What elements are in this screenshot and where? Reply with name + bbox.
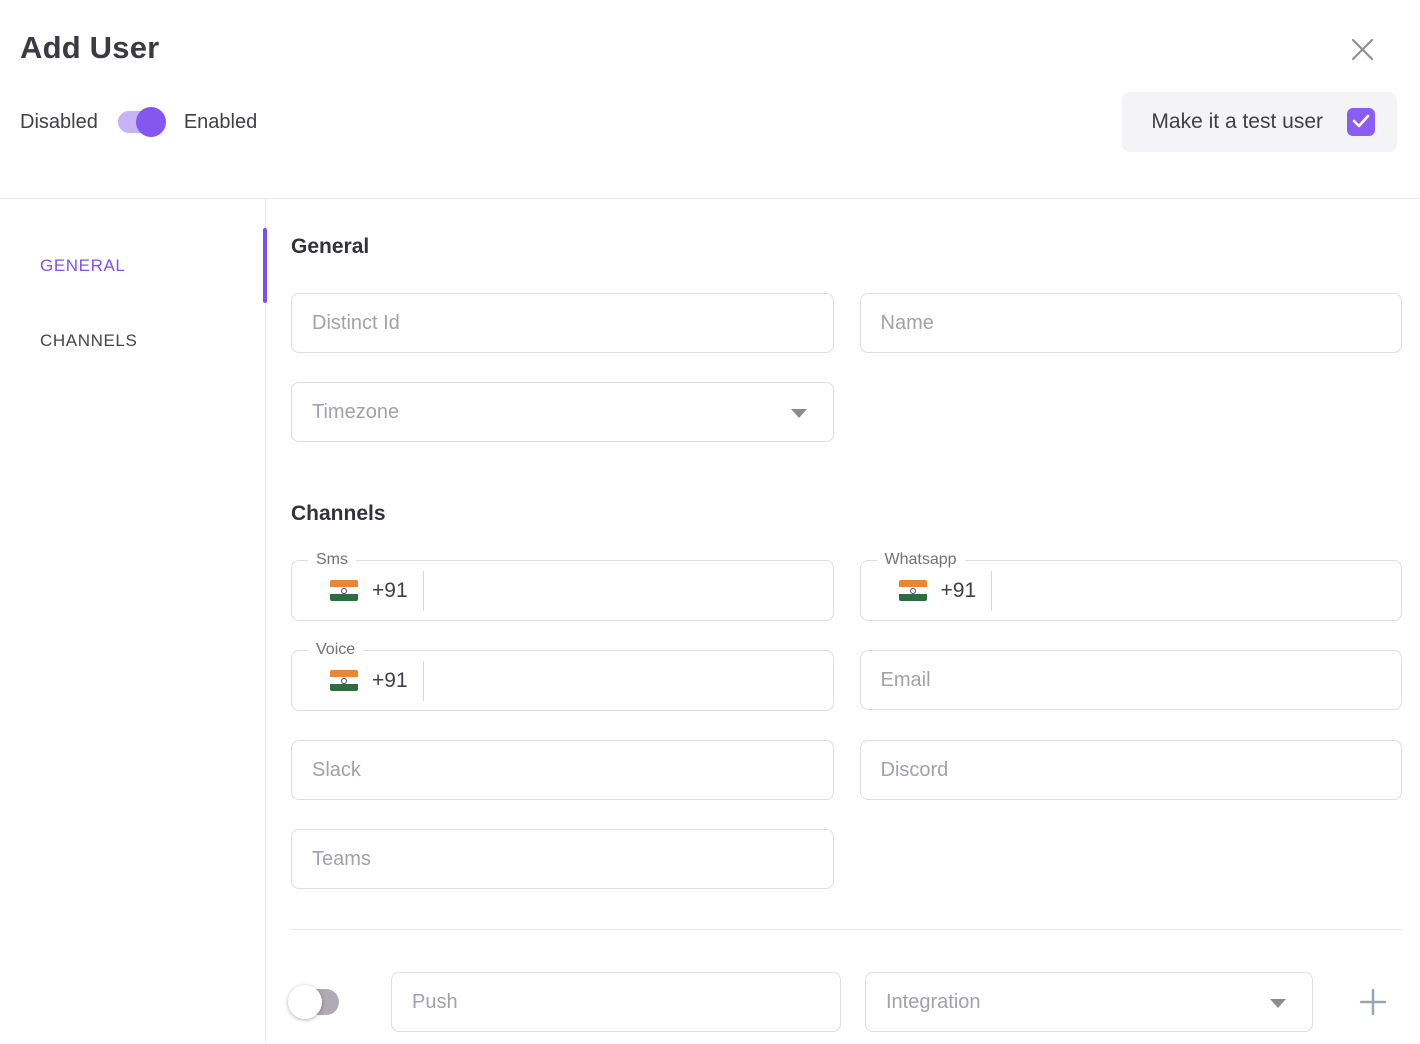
distinct-id-input[interactable]: [291, 293, 834, 353]
test-user-checkbox[interactable]: [1347, 108, 1375, 136]
sidebar-item-channels[interactable]: CHANNELS: [0, 303, 265, 378]
test-user-label: Make it a test user: [1151, 110, 1323, 133]
voice-phone-input[interactable]: [423, 669, 819, 692]
name-input[interactable]: [859, 293, 1402, 353]
field-divider: [422, 570, 424, 611]
toggle-knob: [288, 985, 322, 1019]
india-flag-icon: [330, 580, 358, 601]
sidebar-item-label: GENERAL: [40, 255, 126, 275]
discord-input[interactable]: [859, 740, 1402, 800]
close-icon: [1349, 38, 1376, 66]
sidebar: GENERAL CHANNELS: [0, 199, 267, 1043]
india-flag-icon: [330, 670, 358, 691]
india-flag-icon: [898, 580, 927, 601]
status-toggle-group: Disabled Enabled: [20, 107, 258, 137]
teams-input[interactable]: [291, 829, 834, 889]
sms-phone-input[interactable]: [423, 579, 819, 602]
page-title: Add User: [20, 30, 160, 65]
email-input[interactable]: [859, 650, 1402, 710]
sidebar-item-general[interactable]: GENERAL: [0, 228, 267, 303]
toggle-knob: [135, 107, 166, 137]
form-content: General Timezone Channels Sms +91: [266, 199, 1420, 1043]
enabled-toggle[interactable]: [117, 107, 166, 137]
section-divider: [291, 929, 1402, 930]
integration-select[interactable]: Integration: [865, 972, 1313, 1032]
push-toggle[interactable]: [288, 985, 339, 1019]
sidebar-item-label: CHANNELS: [40, 330, 138, 350]
whatsapp-field: Whatsapp +91: [859, 550, 1402, 621]
voice-field-label: Voice: [308, 640, 364, 660]
slack-input[interactable]: [291, 740, 834, 800]
channels-section-heading: Channels: [291, 502, 386, 525]
voice-dial-code: +91: [372, 668, 408, 692]
plus-icon: [1358, 988, 1388, 1020]
modal-header: Add User Disabled Enabled Make it a test…: [0, 0, 1420, 198]
whatsapp-field-label: Whatsapp: [876, 550, 965, 570]
sms-field: Sms +91: [291, 550, 834, 621]
chevron-down-icon: [790, 409, 807, 418]
close-button[interactable]: [1349, 36, 1376, 63]
general-section-heading: General: [291, 235, 370, 258]
sms-dial-code: +91: [372, 578, 408, 602]
test-user-box: Make it a test user: [1122, 92, 1397, 152]
sms-field-label: Sms: [308, 550, 356, 570]
timezone-select[interactable]: Timezone: [291, 382, 834, 442]
add-channel-button[interactable]: [1358, 987, 1388, 1017]
enabled-label: Enabled: [183, 110, 258, 133]
field-divider: [991, 570, 993, 611]
chevron-down-icon: [1270, 999, 1286, 1008]
active-tab-indicator: [263, 228, 267, 303]
integration-placeholder: Integration: [886, 990, 981, 1013]
whatsapp-phone-input[interactable]: [992, 579, 1387, 602]
disabled-label: Disabled: [20, 110, 98, 133]
field-divider: [422, 660, 424, 701]
voice-field: Voice +91: [291, 640, 834, 711]
push-input[interactable]: [391, 972, 841, 1032]
timezone-placeholder: Timezone: [312, 400, 400, 423]
whatsapp-dial-code: +91: [940, 578, 977, 602]
checkmark-icon: [1352, 110, 1370, 134]
